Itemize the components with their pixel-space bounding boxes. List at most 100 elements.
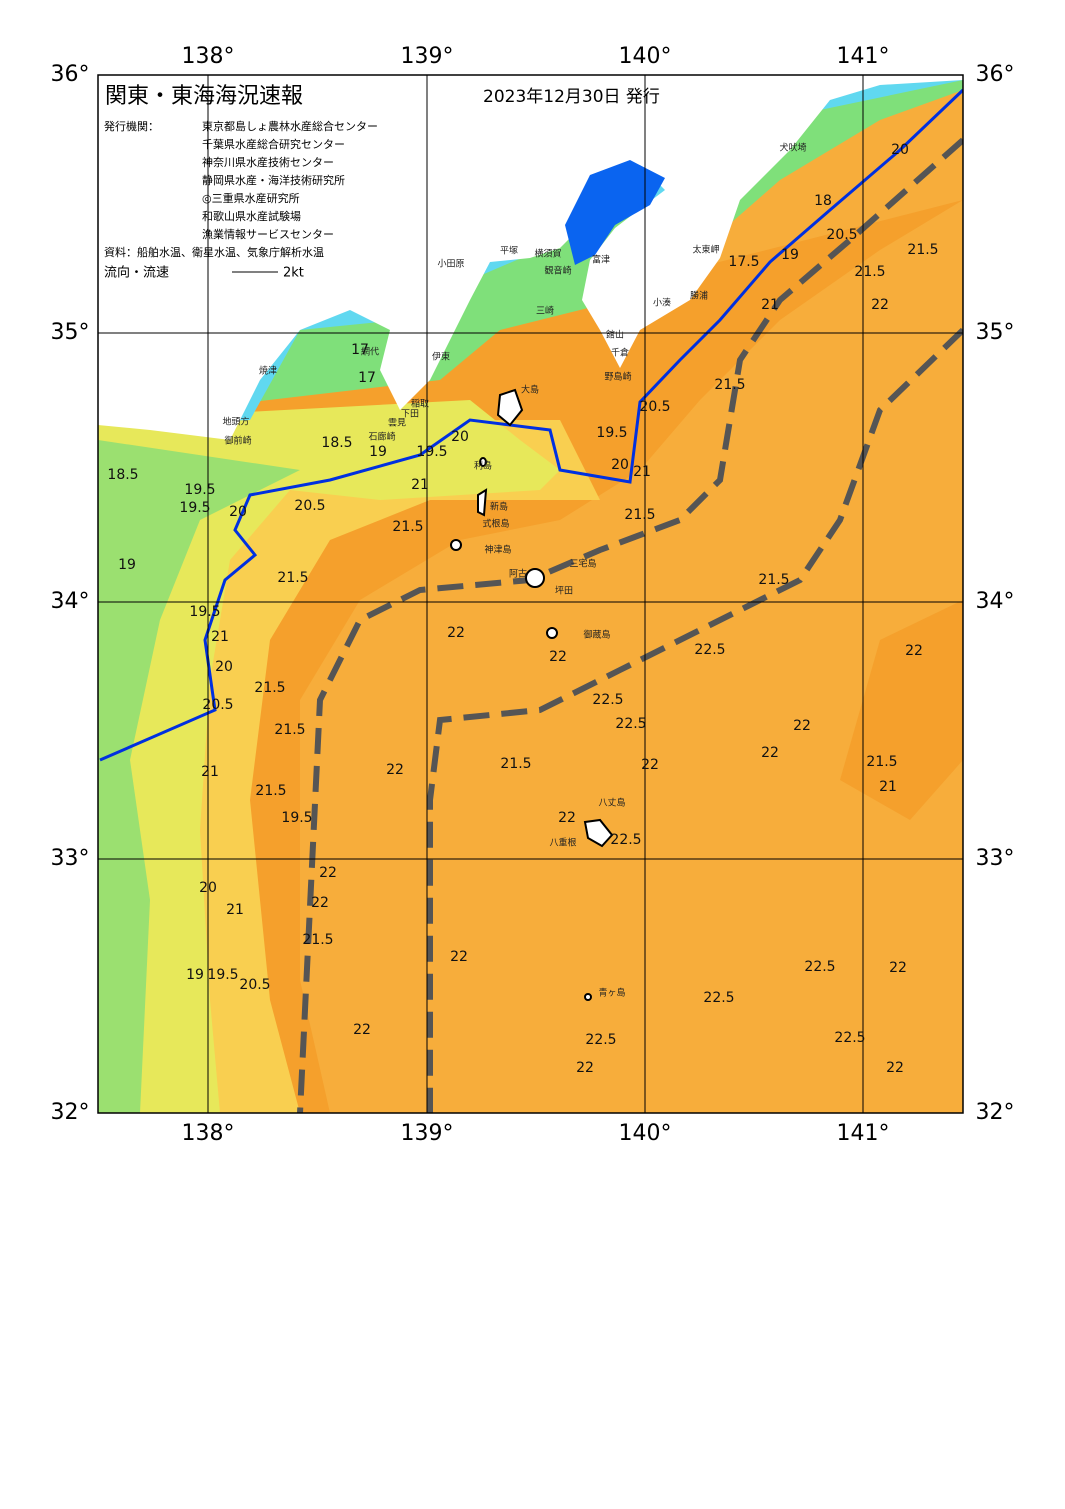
- contour-label: 20.5: [639, 399, 670, 415]
- contour-label: 22.5: [610, 832, 641, 848]
- contour-label: 18: [814, 193, 832, 209]
- issuer-label: 発行機関：: [104, 119, 159, 133]
- place-label: 神津島: [484, 544, 511, 556]
- contour-label: 21.5: [254, 680, 285, 696]
- lat-label: 34°: [51, 589, 90, 614]
- contour-label: 21: [211, 629, 229, 645]
- contour-label: 21.5: [392, 519, 423, 535]
- place-label: 御蔵島: [583, 629, 610, 641]
- contour-label: 22: [576, 1060, 594, 1076]
- contour-label: 18.5: [321, 435, 352, 451]
- issuer: 漁業情報サービスセンター: [202, 227, 334, 241]
- place-label: 小田原: [437, 259, 464, 270]
- contour-label: 22: [319, 865, 337, 881]
- islands: [450, 388, 614, 1001]
- land: [98, 75, 963, 440]
- place-label: 石廊崎: [368, 431, 395, 443]
- contour-label: 21.5: [866, 754, 897, 770]
- contour-label: 21: [879, 779, 897, 795]
- contour-label: 22.5: [703, 990, 734, 1006]
- place-label: 犬吠埼: [779, 142, 806, 154]
- contour-label: 22: [558, 810, 576, 826]
- place-label: 坪田: [555, 586, 573, 597]
- place-label: 雲見: [388, 418, 406, 429]
- place-label: 地頭方: [222, 416, 249, 428]
- contour-label: 22: [549, 649, 567, 665]
- contour-label: 22.5: [804, 959, 835, 975]
- contour-label: 22: [450, 949, 468, 965]
- place-label: 新島: [490, 501, 508, 513]
- date: 2023年12月30日 発行: [483, 87, 660, 107]
- contour-label: 22: [353, 1022, 371, 1038]
- place-label: 網代: [361, 346, 379, 358]
- lon-label: 141°: [837, 44, 890, 69]
- sea-lightyellow: [98, 400, 560, 1113]
- contour-label: 19.5: [189, 604, 220, 620]
- contour-label: 22: [886, 1060, 904, 1076]
- place-label: 小湊: [653, 297, 671, 309]
- current-scale: 2kt: [283, 266, 304, 281]
- contour-label: 20.5: [239, 977, 270, 993]
- map-frame: [97, 74, 964, 1114]
- kuroshio-axis: [427, 327, 963, 1113]
- contour-label: 20.5: [202, 697, 233, 713]
- place-label: 式根島: [482, 518, 509, 530]
- place-label: 千倉: [611, 347, 629, 359]
- lat-label: 32°: [976, 1100, 1015, 1125]
- place-label: 館山: [606, 329, 624, 341]
- contour-label: 19.5: [281, 810, 312, 826]
- contour-label: 21: [201, 764, 219, 780]
- kuroshio-edge: [297, 137, 963, 1113]
- place-label: 八丈島: [598, 797, 625, 809]
- contour-label: 21: [226, 902, 244, 918]
- contour-label: 19: [781, 247, 799, 263]
- place-label: 下田: [401, 409, 419, 420]
- current-label: 流向・流速: [104, 265, 169, 281]
- contour-label: 22.5: [615, 716, 646, 732]
- lat-label: 36°: [51, 62, 90, 87]
- place-label: 稲取: [411, 398, 429, 410]
- contour-label: 22: [905, 643, 923, 659]
- contour-label: 22: [889, 960, 907, 976]
- contour-label: 22: [793, 718, 811, 734]
- lat-label: 33°: [51, 846, 90, 871]
- contour-label: 21.5: [302, 932, 333, 948]
- contour-label: 19.5: [416, 444, 447, 460]
- contour-label: 19.5: [207, 967, 238, 983]
- contour-label: 21.5: [714, 377, 745, 393]
- contour-label: 20: [215, 659, 233, 675]
- contour-label: 21.5: [758, 572, 789, 588]
- place-label: 観音崎: [544, 265, 571, 277]
- place-label: 阿古: [509, 568, 527, 580]
- contour-label: 21.5: [255, 783, 286, 799]
- contour-label: 19: [118, 557, 136, 573]
- contour-label: 19.5: [179, 500, 210, 516]
- contour-label: 19: [186, 967, 204, 983]
- contour-label: 22.5: [834, 1030, 865, 1046]
- place-label: 八重根: [549, 837, 576, 849]
- contour-label: 22.5: [694, 642, 725, 658]
- title: 関東・東海海況速報: [105, 84, 303, 109]
- lat-label: 36°: [976, 62, 1015, 87]
- contour-label: 17.5: [728, 254, 759, 270]
- place-label: 横須賀: [534, 248, 561, 260]
- contour-label: 22: [641, 757, 659, 773]
- lat-label: 35°: [976, 320, 1015, 345]
- contour-label: 17: [351, 342, 369, 358]
- lon-label: 141°: [837, 1121, 890, 1146]
- sea-temperature-map: [98, 75, 963, 1113]
- graticule: [98, 75, 963, 1113]
- contour-label: 19: [369, 444, 387, 460]
- lon-label: 140°: [619, 1121, 672, 1146]
- contour-label: 21.5: [907, 242, 938, 258]
- contour-label: 20: [229, 504, 247, 520]
- lon-label: 138°: [182, 44, 235, 69]
- contour-label: 21.5: [854, 264, 885, 280]
- place-label: 焼津: [259, 366, 277, 377]
- contour-label: 20: [451, 429, 469, 445]
- place-label: 利島: [474, 460, 492, 472]
- contour-label: 21.5: [274, 722, 305, 738]
- lat-label: 33°: [976, 846, 1015, 871]
- contour-label: 20.5: [826, 227, 857, 243]
